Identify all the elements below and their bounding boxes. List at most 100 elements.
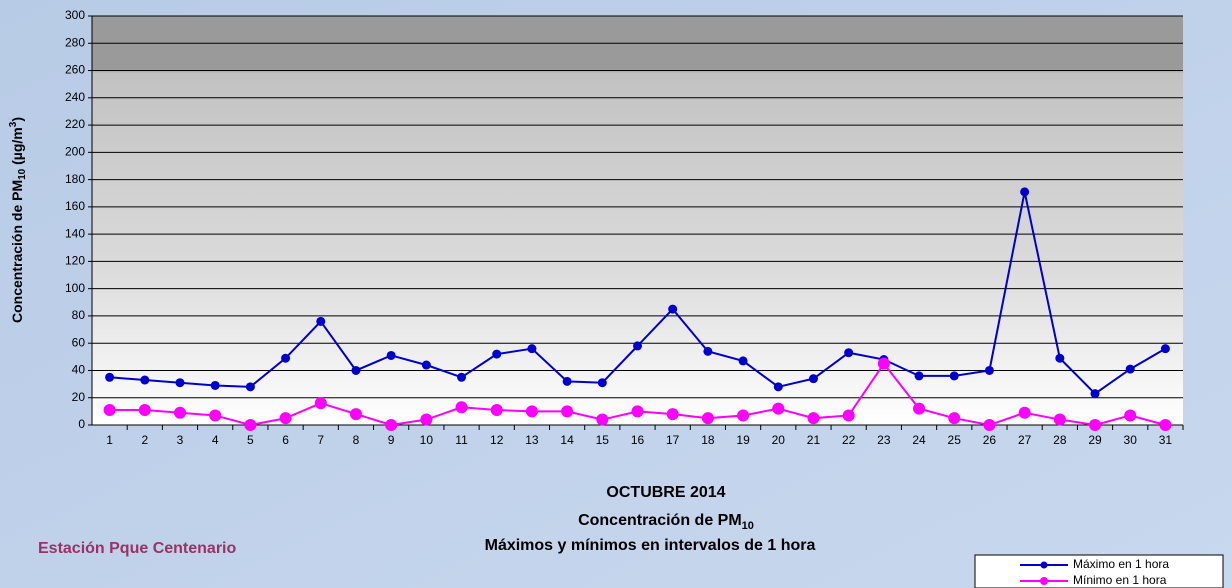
x-tick-label: 20 bbox=[772, 433, 786, 447]
x-tick-label: 17 bbox=[666, 433, 680, 447]
point bbox=[915, 371, 924, 380]
point bbox=[844, 348, 853, 357]
y-label-part: ) bbox=[9, 117, 25, 122]
point bbox=[350, 408, 362, 420]
point bbox=[878, 358, 890, 370]
point bbox=[280, 412, 292, 424]
y-label-sub: 10 bbox=[17, 168, 28, 180]
point bbox=[492, 350, 501, 359]
x-tick-label: 13 bbox=[525, 433, 539, 447]
point bbox=[739, 356, 748, 365]
x-tick-label: 10 bbox=[420, 433, 434, 447]
x-tick-label: 11 bbox=[455, 433, 468, 447]
x-tick-label: 6 bbox=[282, 433, 289, 447]
point bbox=[456, 401, 468, 413]
chart-subtitle2: Máximos y mínimos en intervalos de 1 hor… bbox=[485, 537, 816, 554]
point bbox=[807, 412, 819, 424]
point bbox=[985, 366, 994, 375]
y-tick-label: 100 bbox=[65, 281, 85, 295]
y-tick-label: 120 bbox=[65, 254, 85, 268]
point bbox=[633, 341, 642, 350]
legend-marker bbox=[1040, 577, 1048, 585]
point bbox=[281, 354, 290, 363]
y-tick-label: 280 bbox=[65, 35, 85, 49]
point bbox=[737, 409, 749, 421]
point bbox=[1054, 414, 1066, 426]
point bbox=[561, 405, 573, 417]
point bbox=[1089, 419, 1101, 431]
point bbox=[1126, 365, 1135, 374]
point bbox=[491, 404, 503, 416]
chart: Concentración de PM10 (µg/m3) OCTUBRE 20… bbox=[0, 0, 1232, 588]
x-tick-label: 23 bbox=[877, 433, 891, 447]
point bbox=[244, 419, 256, 431]
x-tick-label: 14 bbox=[560, 433, 574, 447]
point bbox=[703, 347, 712, 356]
legend-marker bbox=[1041, 562, 1048, 569]
point bbox=[1055, 354, 1064, 363]
subtitle-part: Concentración de PM bbox=[578, 512, 742, 529]
x-tick-label: 29 bbox=[1088, 433, 1102, 447]
point bbox=[105, 373, 114, 382]
subtitle-sub: 10 bbox=[742, 520, 754, 532]
point bbox=[211, 381, 220, 390]
point bbox=[104, 404, 116, 416]
x-tick-label: 25 bbox=[948, 433, 962, 447]
y-label-part: (µg/m bbox=[9, 127, 25, 169]
x-tick-label: 1 bbox=[106, 433, 113, 447]
x-tick-label: 9 bbox=[388, 433, 395, 447]
x-tick-label: 7 bbox=[317, 433, 324, 447]
x-tick-label: 16 bbox=[631, 433, 645, 447]
point bbox=[420, 414, 432, 426]
point bbox=[983, 419, 995, 431]
point bbox=[316, 317, 325, 326]
point bbox=[563, 377, 572, 386]
point bbox=[351, 366, 360, 375]
point bbox=[385, 419, 397, 431]
point bbox=[387, 351, 396, 360]
point bbox=[1161, 344, 1170, 353]
point bbox=[774, 382, 783, 391]
x-tick-label: 21 bbox=[807, 433, 821, 447]
point bbox=[209, 409, 221, 421]
y-tick-label: 240 bbox=[65, 90, 85, 104]
point bbox=[843, 409, 855, 421]
y-tick-label: 140 bbox=[65, 226, 85, 240]
y-tick-label: 220 bbox=[65, 117, 85, 131]
x-tick-label: 3 bbox=[177, 433, 184, 447]
y-tick-label: 300 bbox=[65, 8, 85, 22]
point bbox=[246, 382, 255, 391]
y-axis-label: Concentración de PM10 (µg/m3) bbox=[8, 117, 28, 323]
x-tick-label: 24 bbox=[912, 433, 926, 447]
legend-label: Máximo en 1 hora bbox=[1073, 557, 1169, 571]
x-tick-label: 12 bbox=[490, 433, 504, 447]
x-tick-label: 26 bbox=[983, 433, 997, 447]
y-tick-label: 20 bbox=[72, 390, 86, 404]
y-tick-label: 180 bbox=[65, 172, 85, 186]
point bbox=[1124, 409, 1136, 421]
x-tick-label: 31 bbox=[1159, 433, 1173, 447]
point bbox=[702, 412, 714, 424]
station-label: Estación Pque Centenario bbox=[38, 540, 236, 557]
x-tick-label: 19 bbox=[736, 433, 750, 447]
point bbox=[422, 361, 431, 370]
point bbox=[140, 376, 149, 385]
point bbox=[948, 412, 960, 424]
point bbox=[526, 405, 538, 417]
x-tick-label: 15 bbox=[596, 433, 610, 447]
point bbox=[772, 403, 784, 415]
y-tick-label: 200 bbox=[65, 145, 85, 159]
y-tick-label: 0 bbox=[78, 417, 85, 431]
point bbox=[632, 405, 644, 417]
y-tick-label: 40 bbox=[72, 363, 86, 377]
point bbox=[667, 408, 679, 420]
point bbox=[1020, 187, 1029, 196]
x-tick-label: 30 bbox=[1124, 433, 1138, 447]
point bbox=[315, 397, 327, 409]
point bbox=[950, 371, 959, 380]
x-tick-label: 4 bbox=[212, 433, 219, 447]
point bbox=[139, 404, 151, 416]
chart-subtitle: Concentración de PM10 bbox=[578, 512, 754, 532]
x-tick-label: 8 bbox=[353, 433, 360, 447]
x-tick-label: 28 bbox=[1053, 433, 1067, 447]
